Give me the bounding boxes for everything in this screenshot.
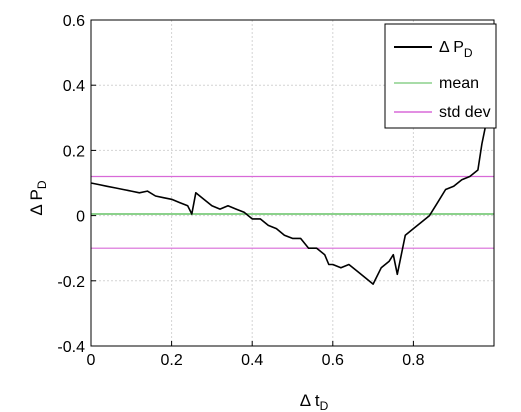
delta-pd-line [90, 85, 495, 285]
y-tick-label: 0.4 [63, 78, 85, 95]
legend: Δ PD mean std dev [384, 23, 497, 129]
x-axis-label: Δ tD [300, 391, 329, 412]
x-tick-label: 0.2 [160, 352, 182, 369]
legend-box [384, 23, 497, 129]
legend-label-mean: mean [439, 75, 479, 92]
y-tick-label: -0.4 [57, 339, 85, 356]
legend-label-dp: Δ PD [439, 39, 473, 60]
y-tick-label: 0.6 [63, 13, 85, 30]
x-tick-label: 0.4 [241, 352, 263, 369]
ticks: 0 0.2 0.4 0.6 0.8 -0.4 -0.2 0 0.2 0.4 0.6 [57, 13, 424, 369]
y-tick-label: 0 [76, 209, 85, 226]
x-tick-label: 0 [87, 352, 96, 369]
grid [91, 20, 494, 346]
y-axis-label: Δ PD [27, 180, 49, 215]
series [90, 85, 495, 285]
y-tick-label: -0.2 [57, 274, 85, 291]
y-tick-label: 0.2 [63, 143, 85, 160]
x-tick-label: 0.8 [402, 352, 424, 369]
legend-label-std: std dev [439, 104, 491, 121]
x-tick-label: 0.6 [322, 352, 344, 369]
plot-frame [90, 19, 495, 347]
reference-lines [91, 175, 494, 249]
